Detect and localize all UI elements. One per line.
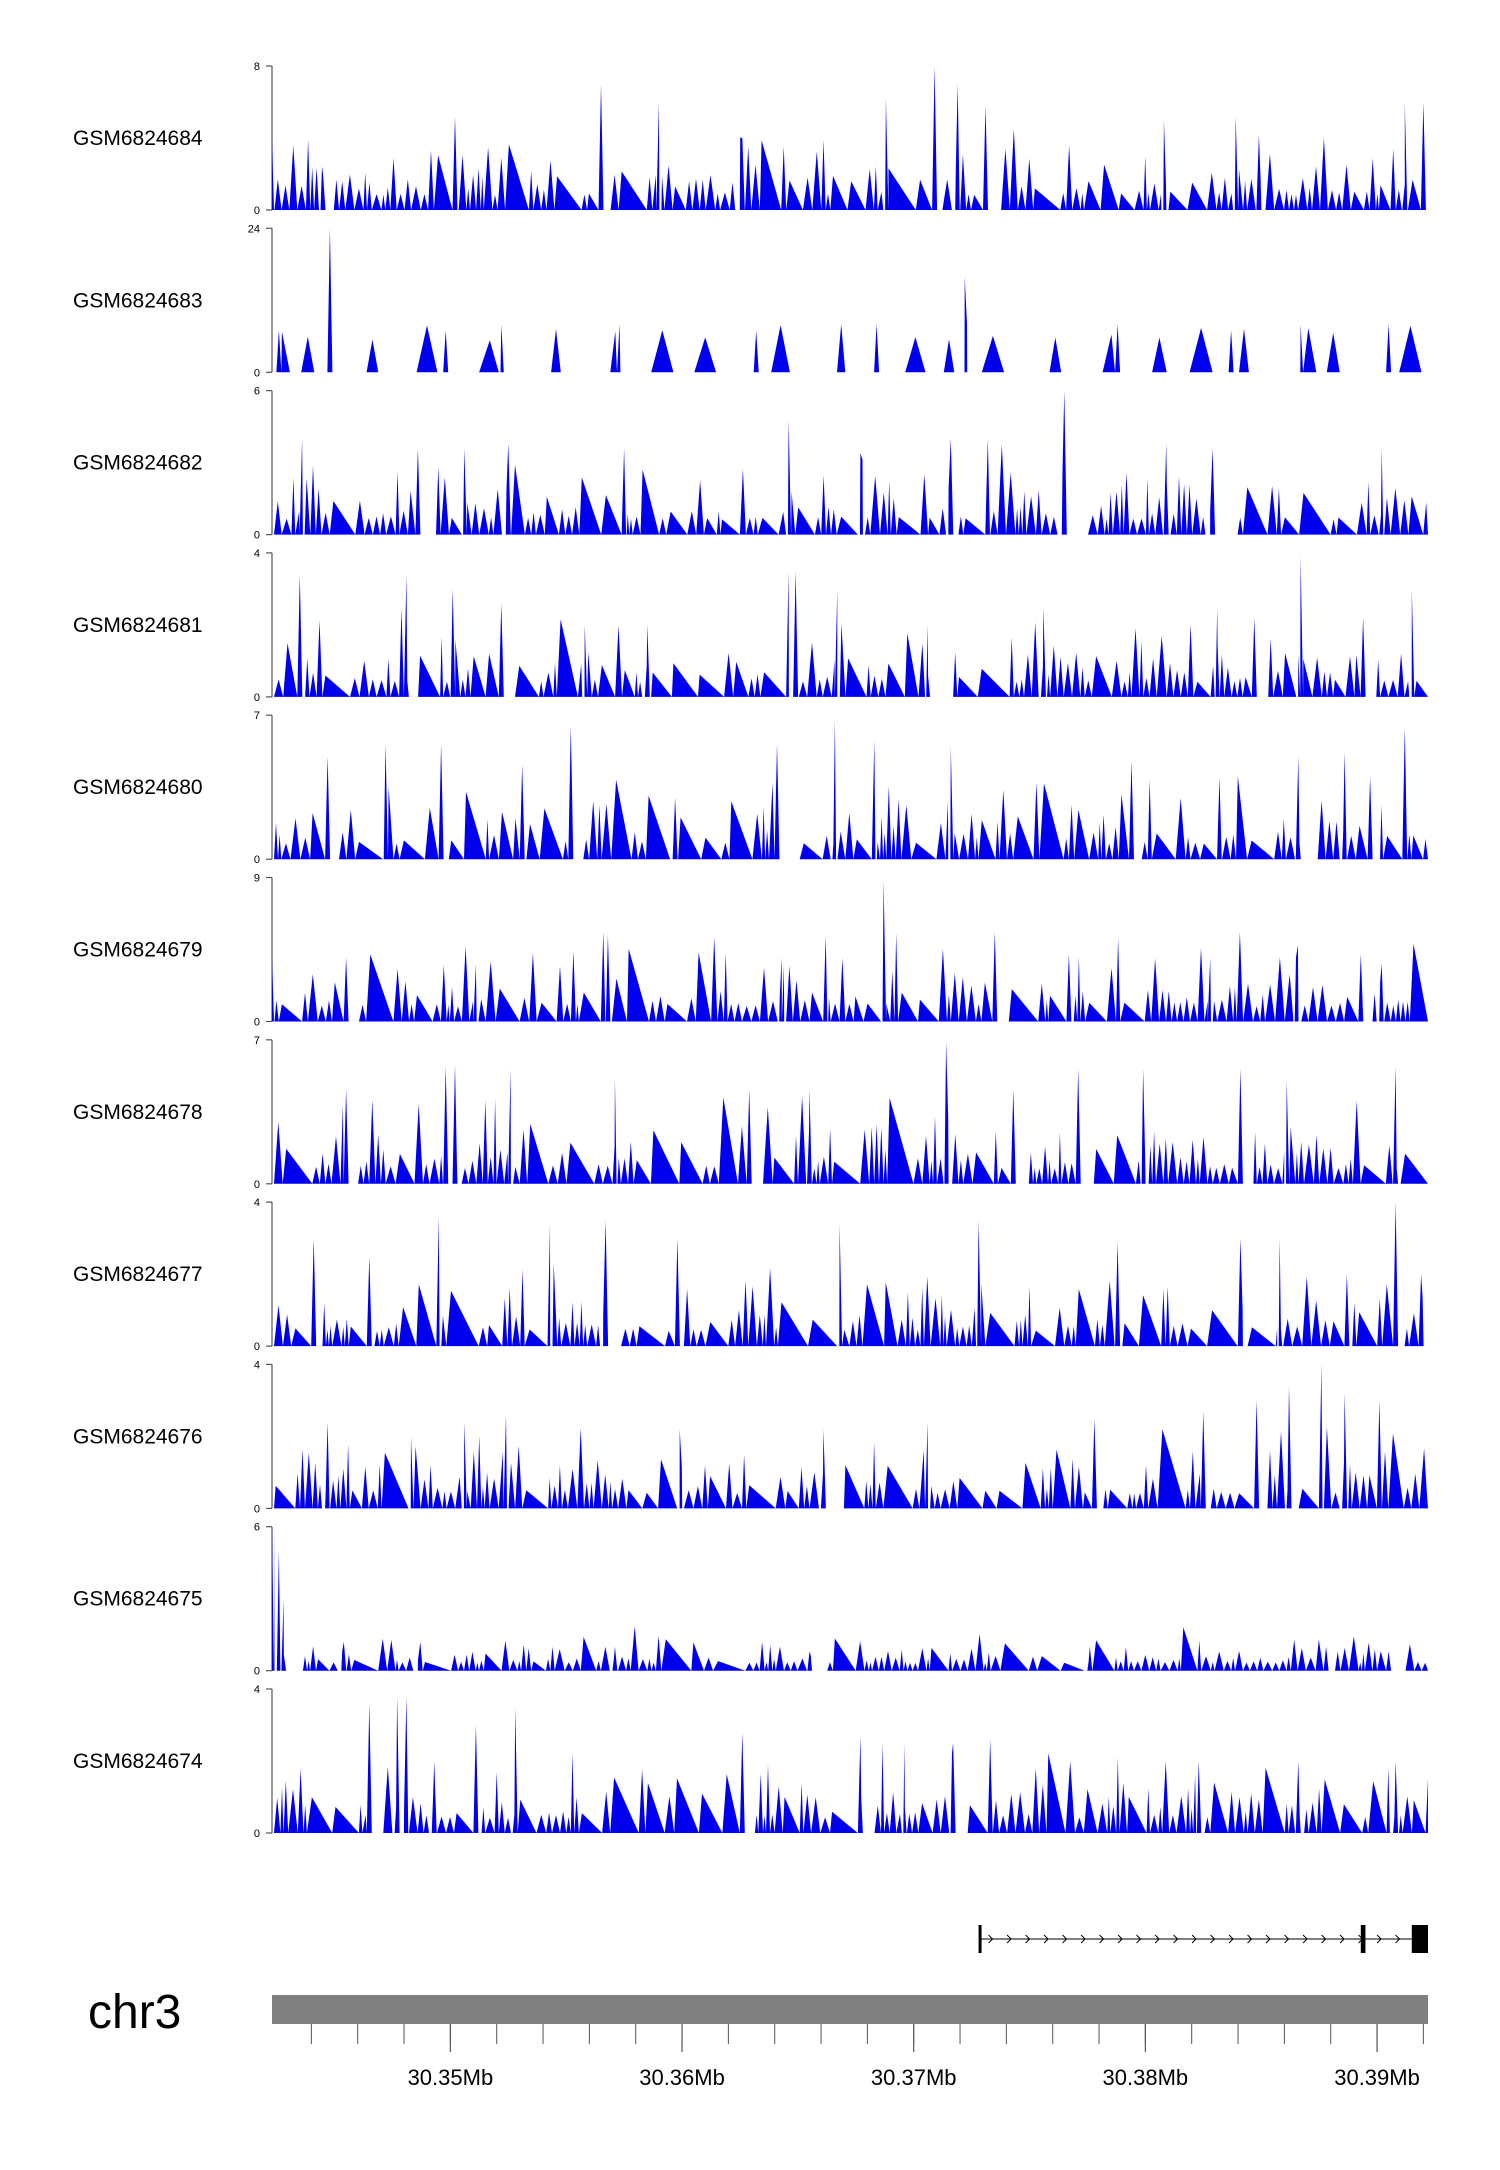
strand-arrow xyxy=(1321,1934,1327,1944)
strand-arrow xyxy=(1062,1934,1068,1944)
track-label: GSM6824676 xyxy=(73,1425,203,1448)
signal-area xyxy=(272,66,1428,210)
y-axis-min-label: 0 xyxy=(254,692,260,704)
axis-tick-label: 30.37Mb xyxy=(871,2065,957,2090)
strand-arrow xyxy=(1025,1934,1031,1944)
strand-arrow xyxy=(1191,1934,1197,1944)
strand-arrow xyxy=(1136,1934,1142,1944)
y-axis-max-label: 8 xyxy=(254,61,260,73)
track-label: GSM6824678 xyxy=(73,1101,203,1124)
signal-area xyxy=(272,1526,1428,1671)
y-axis-min-label: 0 xyxy=(254,1017,260,1029)
track-label: GSM6824677 xyxy=(73,1263,203,1286)
y-axis-max-label: 4 xyxy=(254,548,260,560)
chromosome-label: chr3 xyxy=(88,1986,181,2039)
ideogram-track: chr3 xyxy=(88,1986,1428,2039)
y-axis-min-label: 0 xyxy=(254,530,260,542)
y-axis-max-label: 7 xyxy=(254,1035,260,1047)
track-GSM6824674: GSM6824674 4 0 xyxy=(73,1684,1428,1840)
track-GSM6824683: GSM6824683 24 0 xyxy=(73,223,1424,379)
track-label: GSM6824684 xyxy=(73,127,203,150)
signal-area xyxy=(272,1364,1428,1509)
track-label: GSM6824674 xyxy=(73,1750,203,1773)
gene-exon xyxy=(1360,1925,1366,1953)
strand-arrow xyxy=(1284,1934,1290,1944)
gene-exon xyxy=(1411,1925,1428,1953)
signal-area xyxy=(272,1202,1428,1347)
strand-arrow xyxy=(1228,1934,1234,1944)
strand-arrow xyxy=(988,1934,994,1944)
y-axis-min-label: 0 xyxy=(254,1828,260,1840)
strand-arrow xyxy=(1395,1934,1401,1944)
track-GSM6824675: GSM6824675 6 0 xyxy=(73,1522,1428,1678)
track-GSM6824682: GSM6824682 6 0 xyxy=(73,386,1428,542)
track-GSM6824676: GSM6824676 4 0 xyxy=(73,1359,1428,1515)
track-GSM6824684: GSM6824684 8 0 xyxy=(73,61,1428,217)
signal-tracks: GSM682468480GSM6824683240GSM682468260GSM… xyxy=(73,61,1428,1840)
y-axis-min-label: 0 xyxy=(254,1503,260,1515)
y-axis-min-label: 0 xyxy=(254,205,260,217)
strand-arrow xyxy=(1376,1934,1382,1944)
strand-arrow xyxy=(1173,1934,1179,1944)
y-axis-max-label: 4 xyxy=(254,1684,260,1696)
y-axis-max-label: 4 xyxy=(254,1197,260,1209)
y-axis-max-label: 6 xyxy=(254,386,260,398)
signal-area xyxy=(272,1696,1428,1833)
strand-arrow xyxy=(1265,1934,1271,1944)
track-label: GSM6824682 xyxy=(73,452,203,475)
y-axis-max-label: 24 xyxy=(248,223,260,235)
strand-arrow xyxy=(1099,1934,1105,1944)
signal-area xyxy=(272,556,1428,697)
chromosome-ideogram-bar xyxy=(272,1995,1428,2024)
track-GSM6824677: GSM6824677 4 0 xyxy=(73,1197,1428,1353)
strand-arrow xyxy=(1006,1934,1012,1944)
track-label: GSM6824675 xyxy=(73,1588,203,1611)
y-axis-min-label: 0 xyxy=(254,854,260,866)
y-axis-min-label: 0 xyxy=(254,1179,260,1191)
strand-arrow xyxy=(1210,1934,1216,1944)
axis-tick-label: 30.38Mb xyxy=(1103,2065,1189,2090)
track-label: GSM6824681 xyxy=(73,614,203,637)
strand-arrow xyxy=(1080,1934,1086,1944)
axis-tick-label: 30.36Mb xyxy=(639,2065,725,2090)
strand-arrow xyxy=(1043,1934,1049,1944)
y-axis-max-label: 4 xyxy=(254,1359,260,1371)
strand-arrow xyxy=(1302,1934,1308,1944)
track-GSM6824680: GSM6824680 7 0 xyxy=(73,710,1428,866)
y-axis-max-label: 7 xyxy=(254,710,260,722)
gene-model-track xyxy=(978,1925,1428,1953)
strand-arrow xyxy=(1339,1934,1345,1944)
axis-tick-label: 30.35Mb xyxy=(408,2065,494,2090)
strand-arrow xyxy=(1247,1934,1253,1944)
signal-area xyxy=(272,719,1428,860)
signal-area xyxy=(272,880,1428,1022)
strand-arrow xyxy=(1154,1934,1160,1944)
genome-axis: 30.35Mb 30.36Mb 30.37Mb 30.38Mb 30.39Mb xyxy=(310,2024,1424,2090)
track-label: GSM6824679 xyxy=(73,939,203,962)
track-GSM6824679: GSM6824679 9 0 xyxy=(73,873,1428,1029)
y-axis-max-label: 9 xyxy=(254,873,260,885)
signal-area xyxy=(272,390,1428,535)
track-GSM6824678: GSM6824678 7 0 xyxy=(73,1035,1428,1191)
track-GSM6824681: GSM6824681 4 0 xyxy=(73,548,1428,704)
strand-arrow xyxy=(1117,1934,1123,1944)
gene-exon xyxy=(978,1925,982,1953)
y-axis-min-label: 0 xyxy=(254,1341,260,1353)
signal-area xyxy=(272,228,1424,373)
track-label: GSM6824680 xyxy=(73,776,203,799)
y-axis-max-label: 6 xyxy=(254,1522,260,1534)
y-axis-min-label: 0 xyxy=(254,367,260,379)
track-label: GSM6824683 xyxy=(73,289,203,312)
axis-tick-label: 30.39Mb xyxy=(1334,2065,1420,2090)
signal-area xyxy=(272,1041,1428,1184)
y-axis-min-label: 0 xyxy=(254,1666,260,1678)
